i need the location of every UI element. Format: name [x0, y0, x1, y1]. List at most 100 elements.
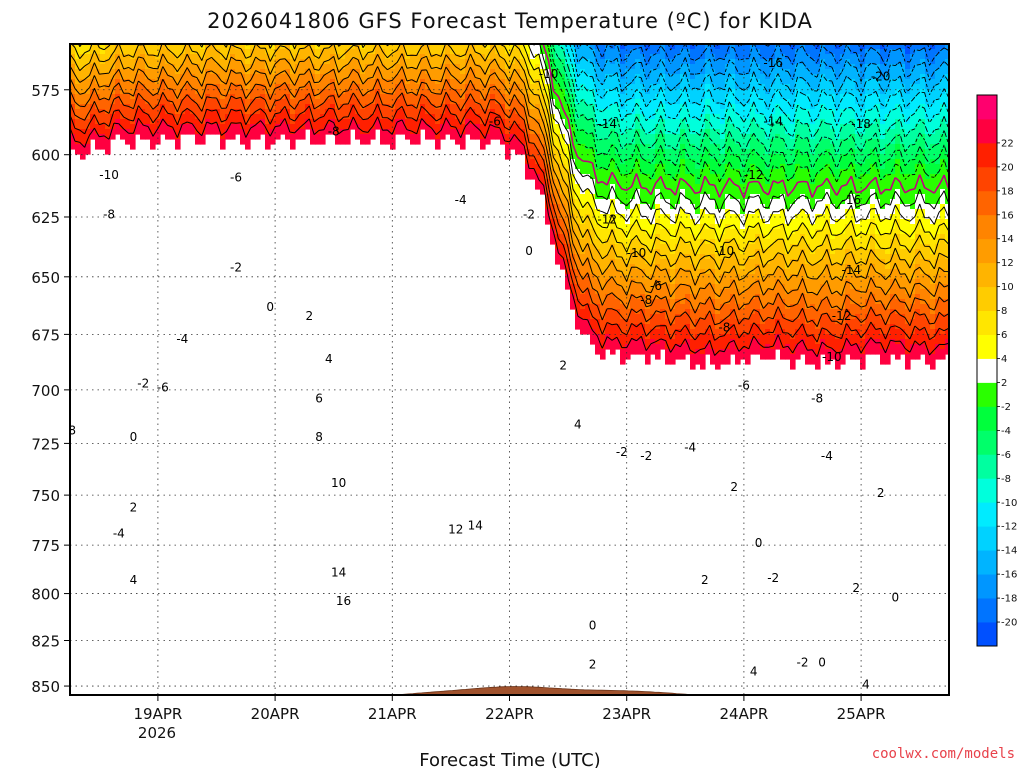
field-cell: [810, 154, 816, 170]
field-cell: [250, 49, 256, 65]
field-cell: [595, 209, 601, 225]
field-cell: [420, 44, 426, 55]
field-cell: [630, 114, 636, 130]
field-cell: [600, 244, 606, 260]
field-cell: [910, 44, 916, 55]
field-cell: [200, 124, 206, 135]
field-cell: [500, 44, 506, 60]
field-cell: [585, 89, 591, 105]
field-cell: [875, 79, 881, 95]
field-cell: [935, 174, 941, 205]
field-cell: [160, 79, 166, 95]
field-cell: [275, 114, 281, 125]
colorbar-tick-label: -2: [1001, 402, 1011, 413]
field-cell: [805, 154, 811, 170]
field-cell: [450, 104, 456, 115]
field-cell: [775, 59, 781, 75]
field-cell: [270, 84, 276, 95]
field-cell: [920, 59, 926, 75]
field-cell: [855, 89, 861, 105]
field-cell: [875, 304, 881, 315]
field-cell: [760, 234, 766, 250]
field-cell: [470, 124, 476, 140]
colorbar-swatch: [977, 95, 997, 120]
field-cell: [835, 154, 841, 170]
field-cell: [855, 314, 861, 330]
field-cell: [520, 69, 526, 80]
contour-label: 0: [266, 300, 274, 314]
field-cell: [535, 44, 541, 55]
field-cell: [655, 314, 661, 330]
field-cell: [350, 84, 356, 95]
field-cell: [810, 124, 816, 140]
field-cell: [505, 144, 511, 160]
field-cell: [110, 79, 116, 95]
field-cell: [905, 354, 911, 370]
field-cell: [365, 119, 371, 135]
field-cell: [270, 119, 276, 130]
field-cell: [685, 124, 691, 140]
field-cell: [360, 84, 366, 95]
field-cell: [670, 349, 676, 365]
colorbar-swatch: [977, 526, 997, 551]
field-cell: [790, 179, 796, 205]
field-cell: [550, 44, 556, 60]
field-cell: [715, 254, 721, 270]
field-cell: [705, 114, 711, 130]
field-cell: [685, 44, 691, 50]
field-cell: [815, 279, 821, 295]
field-cell: [910, 319, 916, 335]
field-cell: [850, 79, 856, 95]
field-cell: [740, 319, 746, 335]
field-cell: [100, 109, 106, 125]
field-cell: [570, 229, 576, 245]
field-cell: [690, 64, 696, 80]
contour-label: 2: [730, 480, 738, 494]
field-cell: [450, 114, 456, 130]
field-cell: [175, 99, 181, 115]
credit-text[interactable]: coolwx.com/models: [872, 746, 1015, 762]
field-cell: [935, 114, 941, 130]
field-cell: [935, 274, 941, 285]
field-cell: [575, 104, 581, 120]
field-cell: [370, 64, 376, 80]
field-cell: [595, 124, 601, 140]
field-cell: [795, 344, 801, 360]
field-cell: [330, 119, 336, 135]
field-cell: [905, 79, 911, 95]
x-tick-label: 25APR: [837, 705, 886, 723]
field-cell: [655, 234, 661, 250]
field-cell: [945, 59, 949, 75]
field-cell: [455, 119, 461, 130]
field-cell: [865, 234, 871, 250]
field-cell: [720, 179, 726, 210]
field-cell: [505, 94, 511, 110]
field-cell: [255, 59, 261, 75]
field-cell: [650, 99, 656, 120]
field-cell: [290, 59, 296, 75]
field-cell: [635, 324, 641, 340]
field-cell: [805, 199, 811, 215]
field-cell: [600, 229, 606, 245]
field-cell: [700, 269, 706, 290]
field-cell: [200, 99, 206, 110]
field-cell: [885, 204, 891, 220]
field-cell: [435, 139, 441, 150]
field-cell: [295, 44, 301, 55]
field-cell: [625, 159, 631, 175]
field-cell: [845, 109, 851, 125]
field-cell: [215, 44, 221, 50]
field-cell: [885, 59, 891, 75]
field-cell: [760, 249, 766, 265]
field-cell: [910, 264, 916, 280]
field-cell: [880, 49, 886, 65]
field-cell: [875, 139, 881, 155]
field-cell: [900, 289, 906, 300]
field-cell: [675, 299, 681, 315]
field-cell: [695, 254, 701, 270]
field-cell: [775, 269, 781, 280]
field-cell: [155, 129, 161, 145]
field-cell: [705, 329, 711, 345]
field-cell: [440, 64, 446, 80]
field-cell: [745, 214, 751, 230]
